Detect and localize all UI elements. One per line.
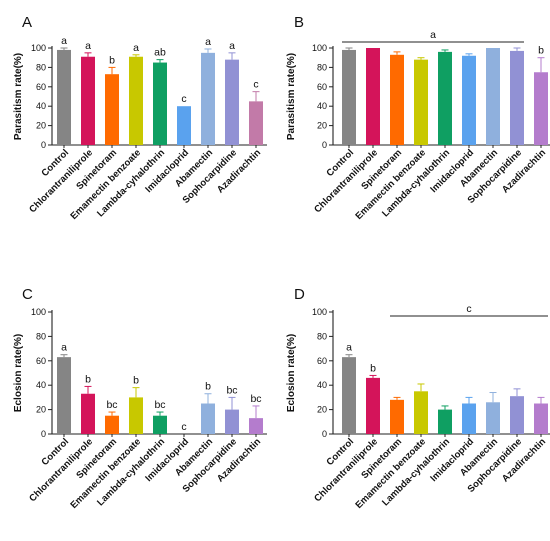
y-tick-label: 40 <box>317 101 327 111</box>
bar <box>366 377 380 434</box>
panel-letter: A <box>22 14 32 31</box>
bar <box>129 56 143 146</box>
bar <box>153 62 167 145</box>
significance-letter: a <box>205 36 211 48</box>
bar <box>225 409 239 434</box>
significance-letter: bc <box>154 399 165 411</box>
bar <box>81 393 95 434</box>
y-tick-label: 60 <box>36 356 46 366</box>
bar <box>153 415 167 434</box>
significance-letter: ab <box>154 47 166 59</box>
y-tick-label: 60 <box>317 82 327 92</box>
panel-letter: C <box>22 286 33 303</box>
bar <box>57 49 71 145</box>
bar <box>105 415 119 434</box>
significance-letter: b <box>538 45 544 57</box>
significance-letter: b <box>133 375 139 387</box>
y-tick-label: 0 <box>322 140 327 150</box>
y-axis-label: Eclosion rate(%) <box>286 334 297 412</box>
bar <box>534 72 548 145</box>
panel-letter: D <box>294 286 305 303</box>
significance-letter: a <box>61 35 67 47</box>
bar <box>129 397 143 434</box>
significance-letter: c <box>181 93 186 105</box>
bar <box>390 399 404 434</box>
significance-letter: a <box>85 40 91 52</box>
y-axis-label: Parasitism rate(%) <box>286 53 297 140</box>
significance-letter: c <box>253 79 258 91</box>
y-tick-label: 20 <box>317 405 327 415</box>
significance-letter: bc <box>226 384 237 396</box>
bar <box>201 403 215 434</box>
y-tick-label: 60 <box>317 356 327 366</box>
significance-letter: bc <box>106 399 117 411</box>
y-tick-label: 100 <box>31 43 46 53</box>
y-tick-label: 80 <box>36 62 46 72</box>
bar <box>342 357 356 434</box>
y-axis-label: Parasitism rate(%) <box>13 53 24 140</box>
bar <box>510 396 524 434</box>
y-tick-label: 100 <box>312 43 327 53</box>
y-tick-label: 20 <box>317 121 327 131</box>
bar <box>249 418 263 434</box>
bar <box>414 391 428 434</box>
bar <box>57 357 71 434</box>
bar <box>438 51 452 145</box>
bar <box>201 52 215 145</box>
bar <box>486 402 500 434</box>
y-tick-label: 60 <box>36 82 46 92</box>
bar <box>462 55 476 146</box>
significance-letter: a <box>229 40 235 52</box>
y-tick-label: 0 <box>41 429 46 439</box>
y-tick-label: 0 <box>322 429 327 439</box>
bar <box>366 48 380 145</box>
significance-letter: b <box>205 381 211 393</box>
panel-letter: B <box>294 14 304 31</box>
y-tick-label: 20 <box>36 405 46 415</box>
bar <box>390 54 404 145</box>
group-letter: a <box>430 29 436 41</box>
bar <box>510 50 524 145</box>
significance-letter: a <box>346 342 352 354</box>
significance-letter: bc <box>250 393 261 405</box>
significance-letter: b <box>370 362 376 374</box>
significance-letter: c <box>181 421 186 433</box>
bar <box>438 409 452 434</box>
bar <box>177 106 191 145</box>
y-tick-label: 100 <box>31 307 46 317</box>
bar <box>105 74 119 145</box>
y-tick-label: 40 <box>36 380 46 390</box>
y-axis-label: Eclosion rate(%) <box>13 334 24 412</box>
y-tick-label: 20 <box>36 121 46 131</box>
y-tick-label: 80 <box>317 62 327 72</box>
bar <box>249 101 263 145</box>
bar <box>342 49 356 145</box>
y-tick-label: 40 <box>317 380 327 390</box>
bar <box>81 56 95 146</box>
y-tick-label: 0 <box>41 140 46 150</box>
significance-letter: b <box>85 373 91 385</box>
y-tick-label: 80 <box>317 331 327 341</box>
bar <box>486 48 500 145</box>
y-tick-label: 40 <box>36 101 46 111</box>
y-tick-label: 100 <box>312 307 327 317</box>
bar <box>414 59 428 145</box>
group-letter: c <box>466 303 471 315</box>
bar <box>534 403 548 434</box>
significance-letter: a <box>133 42 139 54</box>
bar <box>462 403 476 434</box>
bar <box>225 59 239 145</box>
significance-letter: b <box>109 54 115 66</box>
significance-letter: a <box>61 342 67 354</box>
y-tick-label: 80 <box>36 331 46 341</box>
